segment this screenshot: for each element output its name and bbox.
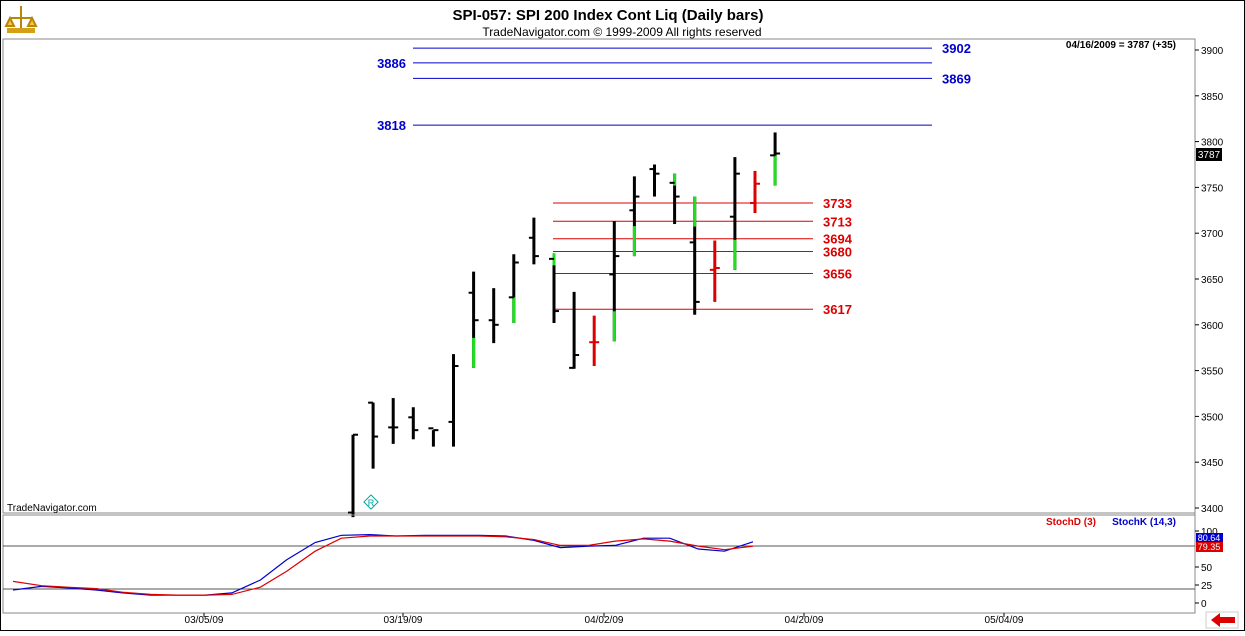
- stoch-tick-label: 0: [1201, 599, 1207, 610]
- ohlc-bars: [348, 132, 781, 518]
- svg-text:R: R: [368, 498, 375, 508]
- price-tick-label: 3850: [1201, 92, 1224, 103]
- ohlc-bar: [649, 164, 660, 197]
- price-axis-ticks: 3900 3850 3800 3750 3700 3650 3600 3550 3500 3450…: [1195, 46, 1224, 515]
- ohlc-bar: [368, 401, 379, 469]
- ohlc-bar: [448, 354, 459, 447]
- date-tick-label: 03/05/09: [185, 615, 224, 626]
- stoch-tick-label: 100: [1201, 527, 1218, 538]
- level-label-3617: 3617: [823, 302, 852, 317]
- stoch-axis-ticks: 100 50 25 0: [1195, 527, 1218, 610]
- ohlc-bar: [569, 291, 580, 369]
- stoch-tick-label: 50: [1201, 563, 1213, 574]
- date-tick-label: 03/19/09: [384, 615, 423, 626]
- price-tick-label: 3500: [1201, 412, 1224, 423]
- price-tick-label: 3800: [1201, 138, 1224, 149]
- ohlc-bar: [689, 196, 700, 315]
- ohlc-bar: [488, 288, 499, 344]
- price-tick-label: 3900: [1201, 46, 1224, 57]
- level-label-3818: 3818: [377, 118, 406, 133]
- level-label-3869: 3869: [942, 71, 971, 86]
- date-tick-label: 04/02/09: [585, 615, 624, 626]
- stoch-k-badge: [1196, 533, 1223, 542]
- level-label-3694: 3694: [823, 232, 853, 247]
- level-label-3713: 3713: [823, 214, 852, 229]
- ohlc-bar: [388, 398, 399, 444]
- chart-copyright: TradeNavigator.com © 1999-2009 All right…: [482, 25, 761, 39]
- date-tick-label: 04/20/09: [785, 615, 824, 626]
- rollover-marker-icon: R: [363, 494, 379, 510]
- ohlc-bar: [750, 170, 760, 214]
- ohlc-bar: [729, 157, 740, 270]
- ohlc-bar: [609, 221, 620, 342]
- stoch-d-badge: [1196, 542, 1223, 552]
- ohlc-bar: [468, 271, 479, 368]
- ohlc-bar: [348, 433, 358, 518]
- ohlc-bar: [528, 217, 539, 265]
- ohlc-bar: [508, 254, 519, 323]
- watermark-text: TradeNavigator.com: [7, 503, 97, 514]
- date-tick-label: 05/04/09: [985, 615, 1024, 626]
- stoch-d-line: [12, 535, 754, 596]
- price-tick-label: 3600: [1201, 321, 1224, 332]
- ohlc-bar: [549, 253, 559, 323]
- level-label-3886: 3886: [377, 56, 406, 71]
- price-tick-label: 3750: [1201, 183, 1224, 194]
- price-tick-label: 3700: [1201, 229, 1224, 240]
- ohlc-bar: [709, 240, 720, 302]
- date-axis-ticks: 03/05/09 03/19/09 04/02/09 04/20/09 05/04/09: [185, 613, 1024, 626]
- stoch-lines: [12, 533, 754, 596]
- chart-title: SPI-057: SPI 200 Index Cont Liq (Daily b…: [453, 7, 764, 24]
- last-price-label: 3787: [1198, 150, 1221, 161]
- stoch-k-legend: StochK (14,3): [1112, 517, 1176, 528]
- logo-icon: [4, 6, 38, 33]
- last-price-note: 04/16/2009 = 3787 (+35): [1066, 40, 1176, 51]
- stoch-d-last-label: 79.35: [1198, 542, 1221, 552]
- level-label-3902: 3902: [942, 41, 971, 56]
- stoch-d-legend: StochD (3): [1046, 517, 1096, 528]
- stoch-k-line: [12, 533, 754, 596]
- stoch-tick-label: 25: [1201, 581, 1213, 592]
- last-price-badge: [1196, 148, 1222, 161]
- price-tick-label: 3400: [1201, 504, 1224, 515]
- level-label-3680: 3680: [823, 245, 852, 260]
- ohlc-bar: [428, 427, 439, 447]
- level-label-3733: 3733: [823, 196, 852, 211]
- ohlc-bar: [669, 173, 680, 225]
- stoch-k-last-label: 80.64: [1198, 533, 1221, 543]
- scroll-left-arrow-icon[interactable]: [1205, 611, 1239, 629]
- ohlc-bar: [408, 407, 419, 440]
- price-tick-label: 3650: [1201, 275, 1224, 286]
- price-tick-label: 3550: [1201, 367, 1224, 378]
- ohlc-bar: [770, 132, 781, 186]
- price-tick-label: 3450: [1201, 458, 1224, 469]
- level-label-3656: 3656: [823, 267, 852, 282]
- ohlc-bar: [629, 176, 640, 257]
- ohlc-bar: [589, 315, 600, 367]
